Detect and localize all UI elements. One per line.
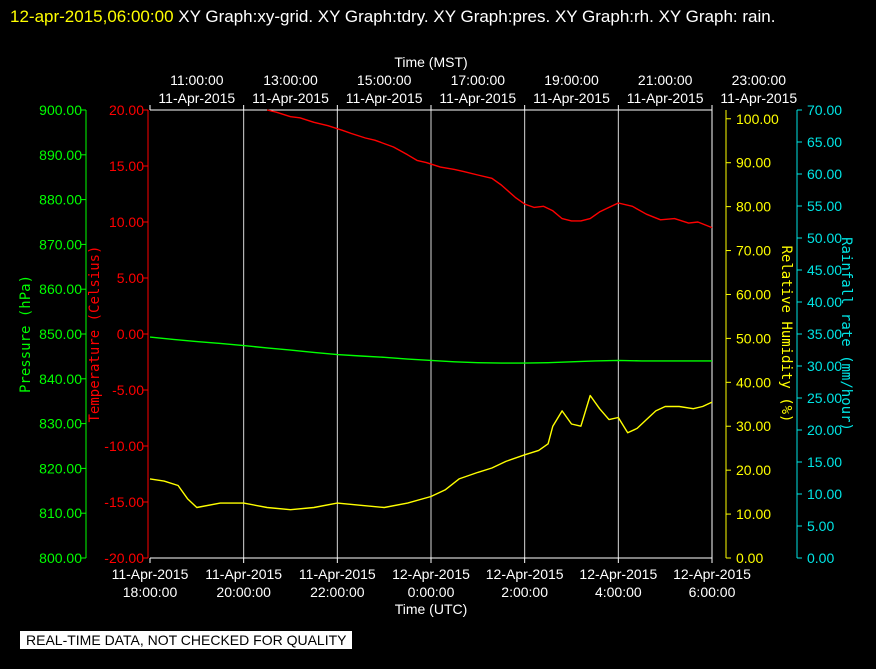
rain-tick-label: 40.00 <box>807 294 842 310</box>
x-tick-date: 12-Apr-2015 <box>673 566 751 582</box>
x-top-tick-time: 23:00:00 <box>732 72 787 88</box>
rain-tick-label: 50.00 <box>807 230 842 246</box>
humidity-series-line <box>149 394 713 511</box>
x-tick-date: 12-Apr-2015 <box>486 566 564 582</box>
temperature-tick-label: 10.00 <box>109 214 144 230</box>
temperature-tick-label: 0.00 <box>117 326 144 342</box>
temperature-tick-label: 5.00 <box>117 270 144 286</box>
x-top-tick-date: 11-Apr-2015 <box>346 90 423 106</box>
rain-tick-label: 5.00 <box>807 518 834 534</box>
qc-notice: REAL-TIME DATA, NOT CHECKED FOR QUALITY <box>20 631 353 649</box>
rain-tick-label: 0.00 <box>807 550 834 566</box>
timestamp: 12-apr-2015,06:00:00 <box>10 7 174 26</box>
x-top-tick-time: 19:00:00 <box>544 72 599 88</box>
x-tick-date: 12-Apr-2015 <box>579 566 657 582</box>
pressure-tick-label: 800.00 <box>39 550 82 566</box>
x-tick-time: 4:00:00 <box>595 584 642 600</box>
pressure-tick-label: 880.00 <box>39 192 82 208</box>
x-top-tick-date: 11-Apr-2015 <box>533 90 610 106</box>
rain-tick-label: 60.00 <box>807 166 842 182</box>
x-top-tick-time: 17:00:00 <box>451 72 506 88</box>
temperature-tick-label: 20.00 <box>109 102 144 118</box>
rain-tick-label: 15.00 <box>807 454 842 470</box>
temperature-tick-label: -20.00 <box>104 550 144 566</box>
x-top-tick-time: 13:00:00 <box>263 72 318 88</box>
x-top-tick-date: 11-Apr-2015 <box>720 90 797 106</box>
humidity-axis-title: Relative Humidity (%) <box>778 245 794 422</box>
pressure-tick-label: 890.00 <box>39 147 82 163</box>
humidity-tick-label: 0.00 <box>736 550 763 566</box>
pressure-tick-label: 870.00 <box>39 236 82 252</box>
pressure-axis-title: Pressure (hPa) <box>18 275 34 393</box>
pressure-tick-label: 860.00 <box>39 281 82 297</box>
humidity-tick-label: 100.00 <box>736 111 779 127</box>
humidity-tick-label: 30.00 <box>736 418 771 434</box>
temperature-series-line <box>266 109 713 229</box>
humidity-tick-label: 70.00 <box>736 243 771 259</box>
x-tick-date: 11-Apr-2015 <box>205 566 282 582</box>
x-top-tick-time: 21:00:00 <box>638 72 693 88</box>
pressure-tick-label: 820.00 <box>39 460 82 476</box>
x-top-tick-date: 11-Apr-2015 <box>627 90 704 106</box>
pressure-tick-label: 810.00 <box>39 505 82 521</box>
humidity-tick-label: 20.00 <box>736 462 771 478</box>
graph-titles: XY Graph:xy-grid. XY Graph:tdry. XY Grap… <box>178 7 776 26</box>
rain-tick-label: 25.00 <box>807 390 842 406</box>
rain-tick-label: 10.00 <box>807 486 842 502</box>
humidity-tick-label: 50.00 <box>736 330 771 346</box>
rain-tick-label: 45.00 <box>807 262 842 278</box>
humidity-tick-label: 80.00 <box>736 199 771 215</box>
rain-tick-label: 55.00 <box>807 198 842 214</box>
temperature-tick-label: 15.00 <box>109 158 144 174</box>
x-tick-time: 20:00:00 <box>216 584 271 600</box>
rain-axis-title: Rainfall rate (mm/hour) <box>838 237 854 431</box>
x-tick-time: 22:00:00 <box>310 584 365 600</box>
rain-tick-label: 20.00 <box>807 422 842 438</box>
temperature-axis-title: Temperature (Celsius) <box>87 245 103 422</box>
pressure-tick-label: 830.00 <box>39 416 82 432</box>
temperature-tick-label: -15.00 <box>104 494 144 510</box>
x-top-tick-date: 11-Apr-2015 <box>158 90 235 106</box>
temperature-tick-label: -5.00 <box>112 382 144 398</box>
x-top-tick-date: 11-Apr-2015 <box>439 90 516 106</box>
temperature-tick-label: -10.00 <box>104 438 144 454</box>
pressure-tick-label: 900.00 <box>39 102 82 118</box>
x-axis-title: Time (UTC) <box>395 601 468 617</box>
humidity-tick-label: 10.00 <box>736 506 771 522</box>
pressure-tick-label: 840.00 <box>39 371 82 387</box>
pressure-series-line <box>149 336 712 364</box>
rain-tick-label: 35.00 <box>807 326 842 342</box>
x-top-axis-title: Time (MST) <box>394 54 467 70</box>
x-tick-time: 18:00:00 <box>123 584 178 600</box>
x-top-tick-date: 11-Apr-2015 <box>252 90 329 106</box>
x-top-tick-time: 11:00:00 <box>170 72 224 88</box>
rain-tick-label: 70.00 <box>807 102 842 118</box>
humidity-tick-label: 40.00 <box>736 374 771 390</box>
chart-header: 12-apr-2015,06:00:00 XY Graph:xy-grid. X… <box>10 4 860 29</box>
humidity-tick-label: 90.00 <box>736 155 771 171</box>
x-tick-date: 12-Apr-2015 <box>392 566 470 582</box>
rain-tick-label: 65.00 <box>807 134 842 150</box>
x-tick-time: 0:00:00 <box>408 584 455 600</box>
x-top-tick-time: 15:00:00 <box>357 72 412 88</box>
rain-tick-label: 30.00 <box>807 358 842 374</box>
x-tick-time: 6:00:00 <box>689 584 736 600</box>
pressure-tick-label: 850.00 <box>39 326 82 342</box>
x-tick-date: 11-Apr-2015 <box>112 566 189 582</box>
x-tick-time: 2:00:00 <box>501 584 548 600</box>
x-tick-date: 11-Apr-2015 <box>299 566 376 582</box>
humidity-tick-label: 60.00 <box>736 286 771 302</box>
